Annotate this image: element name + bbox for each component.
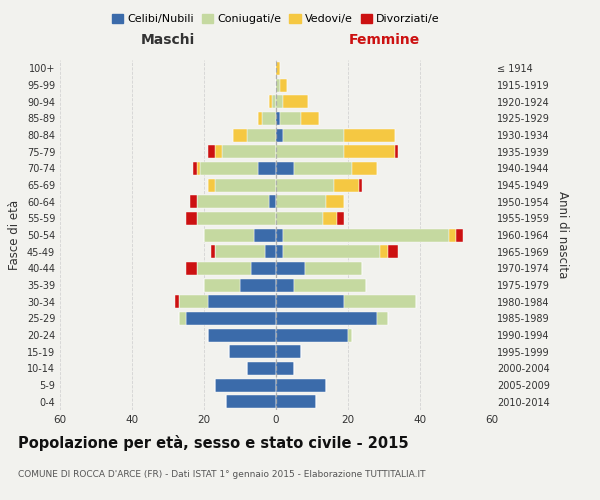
Bar [344, 295, 416, 308]
Bar [276, 112, 280, 125]
Bar [377, 312, 388, 325]
Bar [247, 362, 276, 375]
Bar [190, 195, 197, 208]
Bar [283, 95, 308, 108]
Bar [226, 395, 276, 408]
Bar [265, 245, 276, 258]
Bar [229, 345, 276, 358]
Bar [233, 128, 247, 141]
Bar [276, 362, 294, 375]
Bar [276, 295, 344, 308]
Y-axis label: Anni di nascita: Anni di nascita [556, 192, 569, 278]
Bar [197, 212, 276, 225]
Bar [280, 78, 287, 92]
Bar [179, 295, 208, 308]
Bar [337, 212, 344, 225]
Bar [380, 245, 388, 258]
Bar [276, 228, 283, 241]
Bar [276, 345, 301, 358]
Bar [344, 128, 395, 141]
Bar [240, 278, 276, 291]
Bar [276, 145, 344, 158]
Bar [272, 95, 276, 108]
Legend: Celibi/Nubili, Coniugati/e, Vedovi/e, Divorziati/e: Celibi/Nubili, Coniugati/e, Vedovi/e, Di… [108, 10, 444, 29]
Bar [208, 295, 276, 308]
Bar [388, 245, 398, 258]
Bar [344, 145, 395, 158]
Bar [186, 212, 197, 225]
Text: Femmine: Femmine [349, 32, 419, 46]
Bar [262, 112, 276, 125]
Bar [208, 328, 276, 342]
Bar [186, 312, 276, 325]
Bar [222, 145, 276, 158]
Bar [276, 245, 283, 258]
Bar [334, 178, 359, 192]
Bar [276, 378, 326, 392]
Bar [197, 262, 251, 275]
Bar [276, 262, 305, 275]
Bar [215, 145, 222, 158]
Bar [276, 212, 323, 225]
Bar [449, 228, 456, 241]
Bar [186, 262, 197, 275]
Bar [276, 395, 316, 408]
Bar [348, 328, 352, 342]
Bar [179, 312, 186, 325]
Bar [456, 228, 463, 241]
Bar [193, 162, 197, 175]
Y-axis label: Fasce di età: Fasce di età [8, 200, 21, 270]
Bar [276, 312, 377, 325]
Bar [258, 162, 276, 175]
Bar [251, 262, 276, 275]
Bar [276, 95, 283, 108]
Bar [283, 228, 449, 241]
Bar [208, 145, 215, 158]
Bar [204, 228, 254, 241]
Text: Maschi: Maschi [141, 32, 195, 46]
Bar [276, 128, 283, 141]
Bar [254, 228, 276, 241]
Bar [395, 145, 398, 158]
Bar [352, 162, 377, 175]
Bar [276, 178, 334, 192]
Bar [283, 245, 380, 258]
Bar [276, 328, 348, 342]
Bar [211, 245, 215, 258]
Bar [294, 278, 366, 291]
Bar [276, 62, 280, 75]
Bar [269, 195, 276, 208]
Bar [326, 195, 344, 208]
Bar [269, 95, 272, 108]
Bar [323, 212, 337, 225]
Text: Popolazione per età, sesso e stato civile - 2015: Popolazione per età, sesso e stato civil… [18, 435, 409, 451]
Bar [359, 178, 362, 192]
Bar [276, 278, 294, 291]
Bar [215, 378, 276, 392]
Bar [197, 195, 269, 208]
Bar [294, 162, 352, 175]
Bar [247, 128, 276, 141]
Bar [280, 112, 301, 125]
Bar [258, 112, 262, 125]
Bar [305, 262, 362, 275]
Bar [208, 178, 215, 192]
Bar [215, 245, 265, 258]
Bar [215, 178, 276, 192]
Bar [204, 278, 240, 291]
Bar [276, 78, 280, 92]
Bar [197, 162, 200, 175]
Text: COMUNE DI ROCCA D'ARCE (FR) - Dati ISTAT 1° gennaio 2015 - Elaborazione TUTTITAL: COMUNE DI ROCCA D'ARCE (FR) - Dati ISTAT… [18, 470, 425, 479]
Bar [175, 295, 179, 308]
Bar [301, 112, 319, 125]
Bar [283, 128, 344, 141]
Bar [276, 162, 294, 175]
Bar [276, 195, 326, 208]
Bar [200, 162, 258, 175]
